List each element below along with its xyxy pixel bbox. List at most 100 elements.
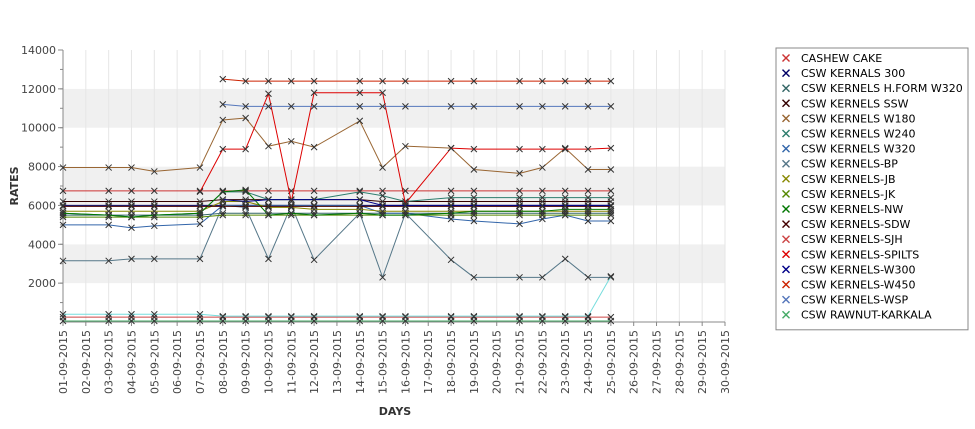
data-point [356,209,364,217]
data-point [447,317,455,325]
marker-stroke [516,170,523,177]
data-point [561,211,569,219]
marker-stroke [447,203,455,210]
marker-stroke [128,198,135,205]
data-point [105,198,113,205]
x-tick-label: 10-09-2015 [262,330,275,394]
legend-label: CSW KERNALS 300 [801,67,905,80]
marker-stroke [59,164,67,171]
data-point [584,312,592,320]
marker-stroke [584,145,592,153]
series-line [199,92,611,205]
marker-stroke [242,203,249,210]
data-point [196,203,204,210]
marker-stroke [310,317,318,325]
marker-stroke [470,312,478,320]
marker-stroke [310,256,318,264]
marker-stroke [265,187,272,195]
data-point [242,77,249,85]
data-point [219,188,227,196]
data-point [470,217,478,225]
legend-label: CASHEW CAKE [801,52,882,65]
x-tick-label: 08-09-2015 [217,330,230,394]
marker-stroke [287,209,295,217]
data-point [150,187,158,195]
marker-stroke [310,312,318,320]
marker-stroke [219,188,227,196]
data-point [150,317,158,325]
marker-stroke [105,164,113,171]
data-point [470,166,478,173]
data-point [379,211,386,219]
marker-stroke [356,312,364,320]
data-point [59,310,67,318]
marker-stroke [310,89,318,97]
data-point [516,145,523,153]
marker-stroke [150,222,158,230]
marker-stroke [584,217,592,225]
legend-label: CSW KERNELS SSW [801,97,909,110]
data-point [150,211,158,219]
legend-label: CSW KERNELS-SJH [801,233,903,246]
legend: CASHEW CAKE CSW KERNALS 300 CSW KERNELS H.… [775,47,969,331]
legend-item: CSW KERNELS-SJH [782,233,903,246]
data-point [265,203,272,210]
data-point [516,207,523,215]
marker-stroke [379,203,386,210]
x-tick-label: 05-09-2015 [148,330,161,394]
x-tick-label: 22-09-2015 [536,330,549,394]
marker-stroke [607,102,615,110]
data-point [447,202,455,209]
marker-stroke [105,203,113,210]
marker-stroke [287,204,295,211]
data-point [447,187,455,195]
legend-marker [782,144,790,153]
x-tick-label: 14-09-2015 [354,330,367,394]
data-point [539,194,546,202]
x-tick-label: 26-09-2015 [628,330,641,394]
data-point [265,204,272,211]
marker-stroke [310,102,318,110]
marker-stroke [561,203,569,210]
data-point [584,273,592,281]
legend-marker [782,235,790,244]
data-point [584,77,592,85]
marker-stroke [584,194,592,202]
marker-stroke [356,196,364,203]
y-axis-title: RATES [8,166,21,205]
marker-stroke [287,196,295,203]
data-point [539,77,546,85]
marker-stroke [150,211,158,219]
legend-label: CSW KERNELS-SDW [801,218,911,231]
marker-stroke [470,187,478,195]
marker-stroke [287,312,295,320]
marker-stroke [242,114,249,122]
legend-item: CSW KERNELS-JB [782,173,896,186]
series-line [63,276,612,317]
legend-item: CSW KERNELS W180 [782,112,916,125]
x-gridlines [62,50,726,322]
marker-stroke [402,312,409,320]
marker-stroke [402,203,409,210]
data-point [287,137,295,145]
data-point [219,317,227,325]
series [219,196,615,209]
data-point [310,187,318,195]
data-point [447,77,455,85]
marker-stroke [516,202,523,209]
series [59,187,615,195]
data-point [59,257,67,265]
data-point [447,203,455,210]
legend-marker [782,174,790,183]
marker-stroke [539,312,546,320]
marker-stroke [150,255,158,263]
plot-band [63,166,725,206]
x-tick-label: 04-09-2015 [125,330,138,394]
legend-marker [782,250,790,259]
x-tick-label: 20-09-2015 [491,330,504,394]
legend-box [775,47,969,331]
x-axis-title: DAYS [379,405,412,418]
data-point [59,209,67,217]
data-point [310,143,318,151]
x-tick-label: 07-09-2015 [194,330,207,394]
